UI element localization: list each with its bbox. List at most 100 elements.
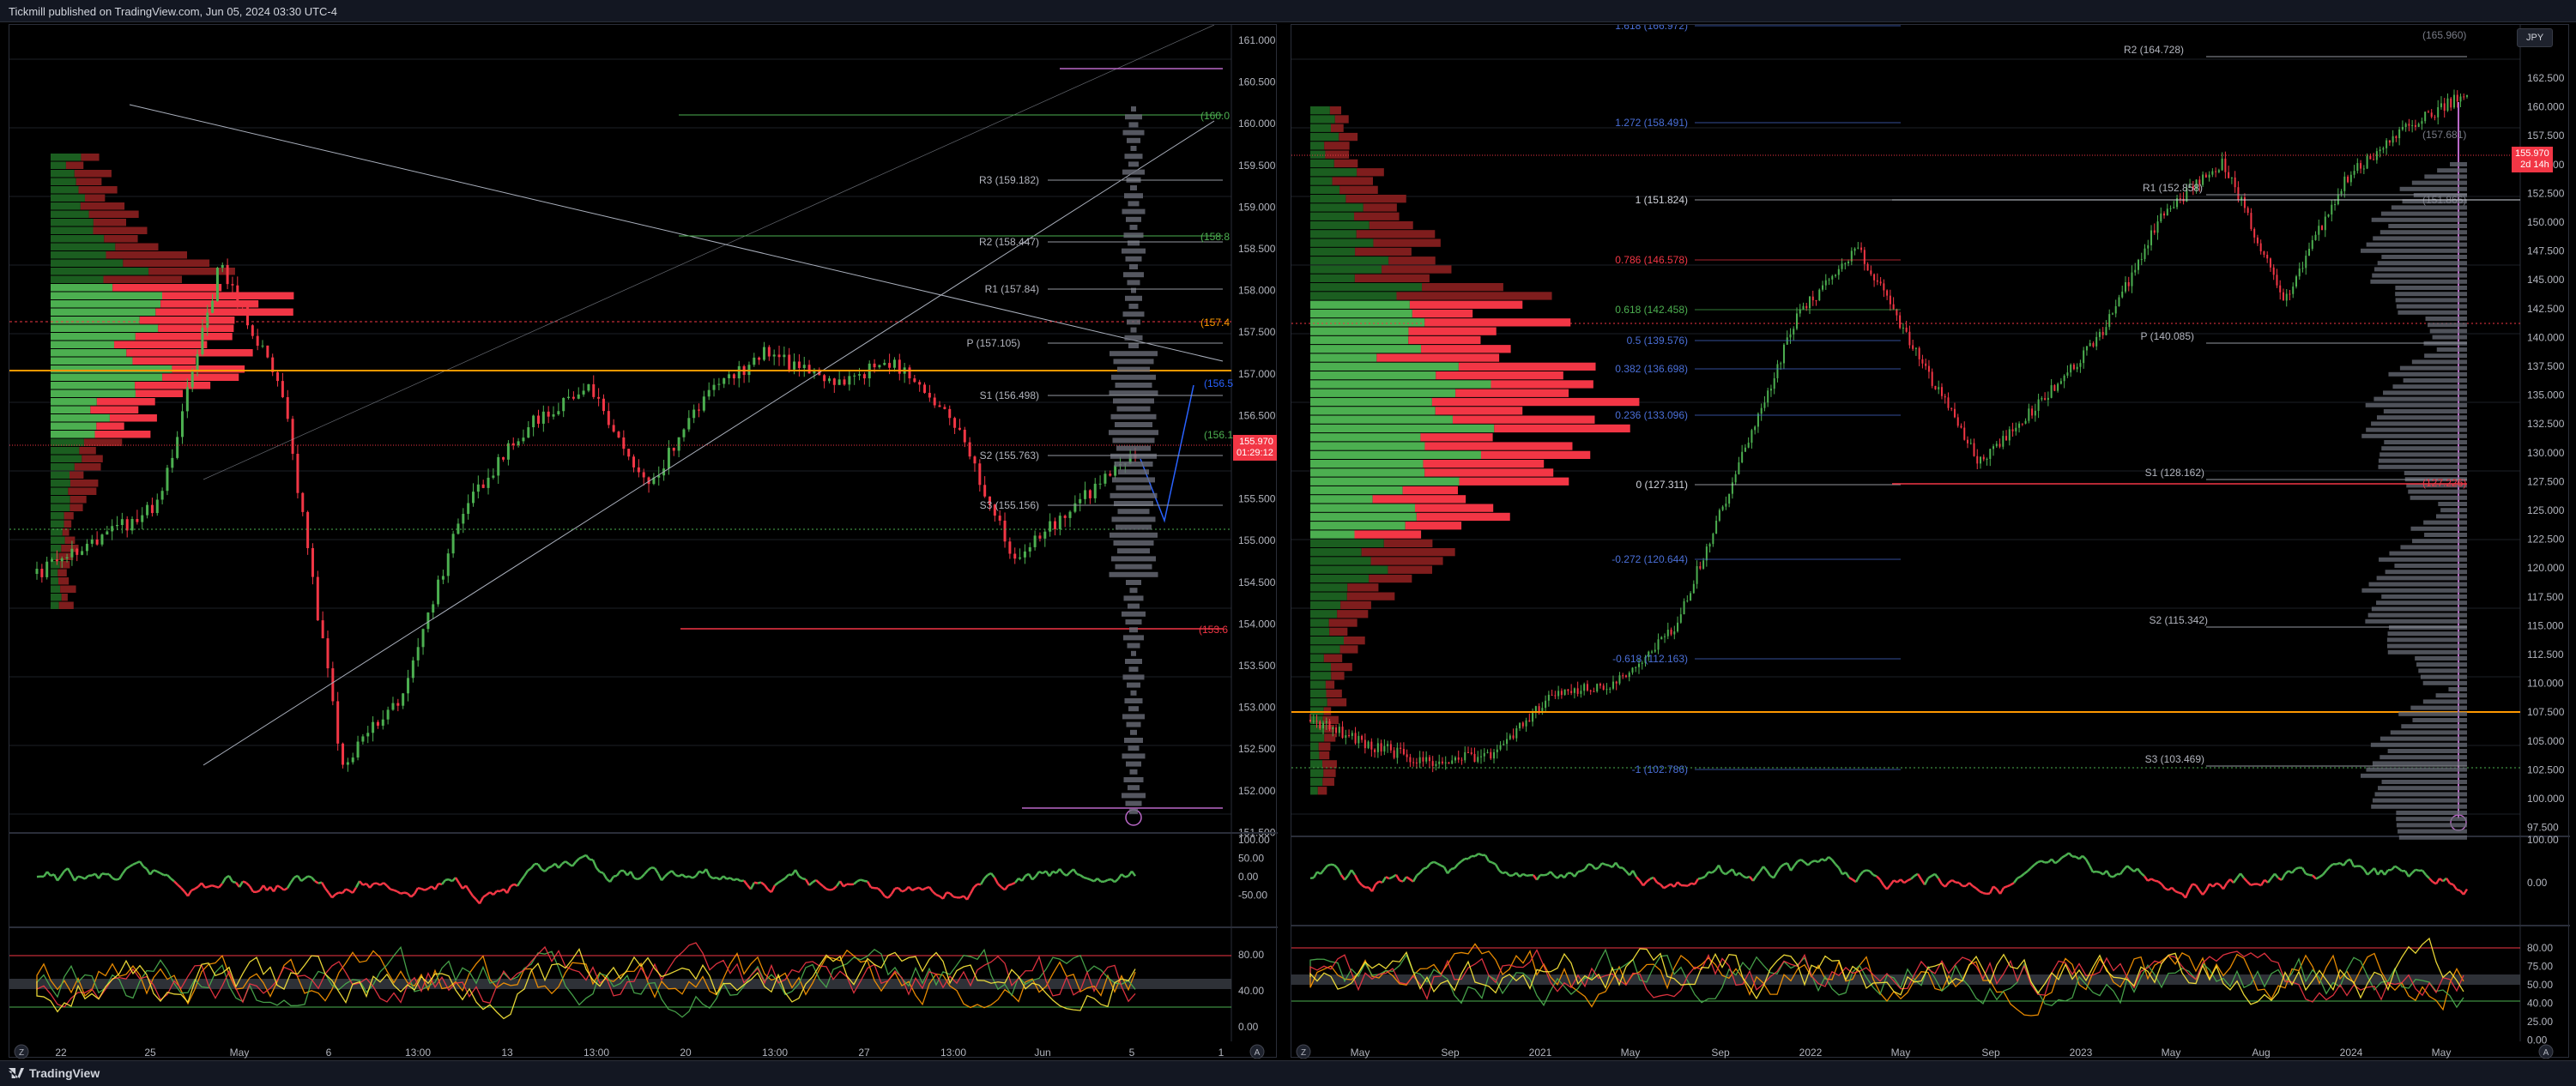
session-volume-bar xyxy=(2396,823,2467,828)
volume-profile-bar xyxy=(51,268,149,275)
session-volume-bar xyxy=(2399,365,2467,371)
volume-profile-bar xyxy=(1310,769,1324,777)
scale-button-label[interactable]: A xyxy=(2543,1048,2549,1058)
session-volume-bar xyxy=(2361,773,2467,778)
candle-body xyxy=(2452,94,2455,108)
candle-body xyxy=(251,325,254,336)
candle-body xyxy=(467,503,470,515)
volume-profile-bar xyxy=(135,333,233,341)
volume-profile-bar xyxy=(1370,557,1443,565)
session-volume-bar xyxy=(1128,201,1140,207)
oscillator-segment xyxy=(1034,871,1041,878)
oscillator-segment xyxy=(208,884,213,888)
candle-body xyxy=(1554,695,1557,697)
oscillator-segment xyxy=(1965,882,1970,887)
volume-profile-bar xyxy=(51,292,162,299)
left-chart-panel[interactable]: 161.000 160.500 160.000 159.500 159.000 158.5… xyxy=(9,24,1278,1059)
candle-body xyxy=(261,345,264,347)
candle-body xyxy=(938,405,941,407)
volume-profile-bar xyxy=(76,178,102,185)
oscillator-segment xyxy=(1563,872,1569,879)
oscillator-segment xyxy=(825,888,831,891)
oscillator-segment xyxy=(694,870,701,878)
oscillator-segment xyxy=(990,872,995,878)
candle-body xyxy=(2173,207,2175,208)
candle-body xyxy=(1751,430,1753,443)
oscillator-segment xyxy=(784,873,789,879)
session-volume-bar xyxy=(2412,718,2467,722)
volume-profile-bar xyxy=(1357,168,1384,177)
oscillator-segment xyxy=(516,879,523,887)
oscillator-segment xyxy=(307,875,312,878)
symbol-button[interactable]: JPY xyxy=(2517,28,2554,47)
oscillator-segment xyxy=(1423,866,1428,870)
oscillator-segment xyxy=(1652,877,1659,884)
right-chart-canvas[interactable]: 162.500160.000157.500155.000152.500150.0… xyxy=(1291,20,2570,1059)
candle-body xyxy=(160,491,164,500)
scale-button-label[interactable]: Z xyxy=(19,1048,24,1058)
candle-body xyxy=(1899,315,1902,329)
session-volume-bar xyxy=(1116,524,1152,530)
scale-button-label[interactable]: Z xyxy=(1301,1048,1306,1058)
volume-profile-bar xyxy=(57,569,67,576)
candle-body xyxy=(2272,267,2275,275)
volume-profile-bar xyxy=(51,226,94,234)
left-chart-canvas[interactable]: 161.000160.500160.000159.500159.000158.5… xyxy=(9,24,1278,1059)
scale-button-label[interactable]: A xyxy=(1255,1048,1261,1058)
candle-body xyxy=(1493,751,1496,759)
oscillator-segment xyxy=(794,869,801,877)
candle-body xyxy=(1744,447,1746,452)
candle-body xyxy=(215,268,219,301)
session-volume-bar xyxy=(2377,261,2467,266)
candle-body xyxy=(2059,381,2062,384)
volume-profile-bar xyxy=(1310,565,1388,574)
time-tick-label: Aug xyxy=(2252,1047,2270,1059)
session-volume-bar xyxy=(1126,580,1141,585)
oscillator-segment xyxy=(1066,871,1071,877)
tradingview-logo[interactable]: TradingView xyxy=(9,1066,100,1080)
right-chart-panel[interactable]: 162.500160.000157.500155.000152.500150.0… xyxy=(1291,20,2570,1059)
candle-body xyxy=(918,382,922,385)
time-tick-label: 2022 xyxy=(1799,1047,1823,1059)
channel-line-lower xyxy=(203,120,1215,766)
oscillator-segment xyxy=(2027,866,2032,872)
oscillator-segment xyxy=(1104,878,1109,883)
candle-body xyxy=(1670,630,1672,635)
candle-body xyxy=(832,378,836,385)
candle-body xyxy=(1654,649,1656,652)
oscillator-segment xyxy=(1972,884,1977,890)
volume-profile-bar xyxy=(1310,557,1371,565)
volume-profile-bar xyxy=(1414,504,1494,512)
oscillator-segment xyxy=(369,883,374,889)
candle-body xyxy=(1534,706,1537,712)
candle-body xyxy=(692,409,696,419)
session-volume-bar xyxy=(1124,335,1143,341)
session-volume-bar xyxy=(1113,540,1154,546)
volume-profile-bar xyxy=(61,594,68,601)
volume-profile-bar xyxy=(114,341,208,348)
volume-profile-bar xyxy=(1310,292,1397,300)
candle-body xyxy=(1400,747,1402,749)
volume-profile-bar xyxy=(1333,159,1358,168)
session-volume-bar xyxy=(1129,769,1138,775)
candle-body xyxy=(1503,744,1505,745)
volume-profile-bar xyxy=(1310,247,1356,256)
session-volume-bar xyxy=(1128,240,1140,246)
oscillator-segment xyxy=(1772,871,1779,879)
oscillator-segment xyxy=(400,891,405,895)
volume-profile-bar xyxy=(1424,468,1554,477)
candle-body xyxy=(1466,751,1469,753)
oscillator-segment xyxy=(1312,871,1319,878)
oscillator-segment xyxy=(1717,864,1724,873)
candle-body xyxy=(372,721,375,733)
oscillator-segment xyxy=(2192,883,2197,886)
time-tick-label: Sep xyxy=(1441,1047,1460,1059)
volume-profile-bar xyxy=(1310,345,1422,353)
oscillator-segment xyxy=(1316,871,1321,875)
candle-body xyxy=(1944,395,1946,398)
oscillator-segment xyxy=(997,883,1002,889)
channel-line-upper xyxy=(203,24,1215,480)
oscillator-segment xyxy=(932,890,937,896)
candle-body xyxy=(1402,748,1405,755)
candle-body xyxy=(1560,691,1563,696)
